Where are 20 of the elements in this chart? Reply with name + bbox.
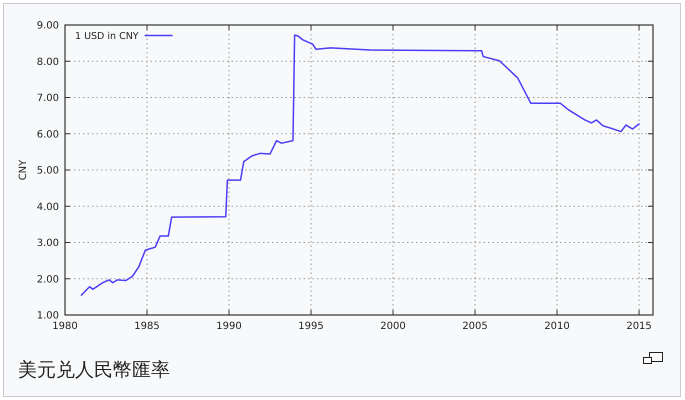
x-tick-label: 2010: [544, 321, 570, 332]
text: 美元兑人民幣匯率: [18, 359, 170, 381]
y-tick-label: 5.00: [36, 166, 59, 176]
y-tick-label: 8.00: [36, 56, 59, 68]
y-tick-label: 9.00: [36, 20, 59, 32]
x-tick-label: 1990: [216, 321, 242, 332]
x-tick-label: 1980: [52, 321, 78, 332]
x-tick-label: 2000: [380, 321, 406, 332]
y-tick-label: 7.00: [36, 93, 59, 104]
x-tick-label: 2015: [626, 321, 652, 332]
x-tick-label: 2005: [462, 321, 488, 332]
y-tick-label: 1.00: [36, 310, 59, 322]
y-tick-label: 3.00: [36, 238, 59, 249]
y-tick-label: 6.00: [36, 129, 59, 140]
x-tick-label: 1985: [134, 321, 160, 332]
x-tick-label: 1995: [298, 321, 324, 332]
y-tick-label: 4.00: [36, 202, 59, 213]
legend-label: 1 USD in CNY: [75, 31, 139, 42]
y-tick-label: 2.00: [36, 274, 59, 286]
y-axis-title: CNY: [18, 158, 29, 180]
